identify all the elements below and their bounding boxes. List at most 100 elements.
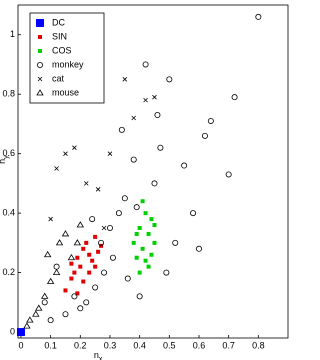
point <box>98 239 105 246</box>
point <box>81 279 86 284</box>
x-tick-label: 0.5 <box>163 340 176 350</box>
point <box>41 299 48 306</box>
point <box>106 224 113 231</box>
point <box>131 240 136 245</box>
legend-label: COS <box>52 45 72 55</box>
point <box>81 246 86 251</box>
point <box>115 210 122 217</box>
point <box>69 276 74 281</box>
legend-box <box>29 12 105 104</box>
point <box>118 126 125 133</box>
point <box>143 211 148 216</box>
point <box>133 204 140 211</box>
point <box>101 225 107 231</box>
point <box>62 311 69 318</box>
point <box>143 97 148 103</box>
point <box>87 252 92 257</box>
point <box>87 270 92 275</box>
point <box>157 144 164 151</box>
point <box>93 264 98 269</box>
legend-label: mouse <box>52 87 79 97</box>
point <box>84 240 89 245</box>
point <box>78 264 83 269</box>
point <box>43 250 52 258</box>
point <box>207 117 214 124</box>
point <box>137 225 142 230</box>
point <box>181 162 188 169</box>
point <box>61 230 70 237</box>
point <box>40 292 49 299</box>
legend-marker <box>36 89 44 96</box>
legend-label: SIN <box>52 31 67 41</box>
point <box>136 293 143 300</box>
point <box>137 270 142 275</box>
point <box>46 277 55 284</box>
point <box>146 264 151 269</box>
point <box>52 268 61 275</box>
point <box>154 112 161 119</box>
y-axis-label-sub: y <box>3 155 10 159</box>
x-tick-label: 0 <box>18 340 23 350</box>
point <box>16 328 25 337</box>
point <box>75 255 80 260</box>
point <box>63 151 68 156</box>
point <box>63 288 68 293</box>
point <box>72 270 77 275</box>
point <box>67 253 76 261</box>
point <box>143 258 148 263</box>
point <box>35 304 43 311</box>
point <box>255 13 262 20</box>
point <box>54 166 59 171</box>
point <box>32 310 40 317</box>
point <box>225 171 232 178</box>
point <box>152 223 157 228</box>
y-tick-label: 0.6 <box>2 148 15 158</box>
point <box>76 221 85 228</box>
point <box>71 293 78 300</box>
point <box>96 249 101 254</box>
legend-label: monkey <box>52 59 84 69</box>
point <box>89 216 96 223</box>
point <box>166 76 173 83</box>
point <box>146 231 151 236</box>
point <box>172 239 179 246</box>
point <box>55 239 64 246</box>
x-tick-label: 0.4 <box>133 340 146 350</box>
point <box>131 115 136 121</box>
point <box>149 217 154 222</box>
point <box>152 240 157 245</box>
point <box>90 258 95 263</box>
point <box>77 305 84 312</box>
point <box>140 199 145 204</box>
point <box>101 269 108 276</box>
point <box>47 317 54 324</box>
point <box>124 275 131 282</box>
point <box>26 316 34 323</box>
legend-marker <box>37 76 43 82</box>
legend-label: DC <box>52 17 65 27</box>
point <box>152 94 157 100</box>
point <box>109 254 116 261</box>
point <box>83 299 90 306</box>
point <box>190 210 197 217</box>
x-tick-label: 0.7 <box>222 340 235 350</box>
point <box>130 156 137 163</box>
point <box>142 61 149 68</box>
x-axis-label: nx <box>94 350 103 360</box>
point <box>134 255 139 260</box>
y-tick-label: 1 <box>10 29 15 39</box>
chart: 0 0.1 0.2 0.3 0.4 0.5 0.6 0.7 0.8 0 0.2 0.4 0.6 0.8 1 n… <box>0 4 289 360</box>
x-tick-label: 0.1 <box>44 340 57 350</box>
y-tick-label: 0 <box>10 326 15 336</box>
point <box>195 245 202 252</box>
point <box>95 187 101 192</box>
x-tick-label: 0.2 <box>74 340 87 350</box>
point <box>122 77 128 82</box>
point <box>92 284 99 291</box>
point <box>151 180 158 187</box>
point <box>83 181 89 186</box>
y-tick-label: 0.2 <box>2 267 15 277</box>
point <box>231 94 238 101</box>
point <box>93 234 98 239</box>
y-tick-label: 0.8 <box>2 89 15 99</box>
